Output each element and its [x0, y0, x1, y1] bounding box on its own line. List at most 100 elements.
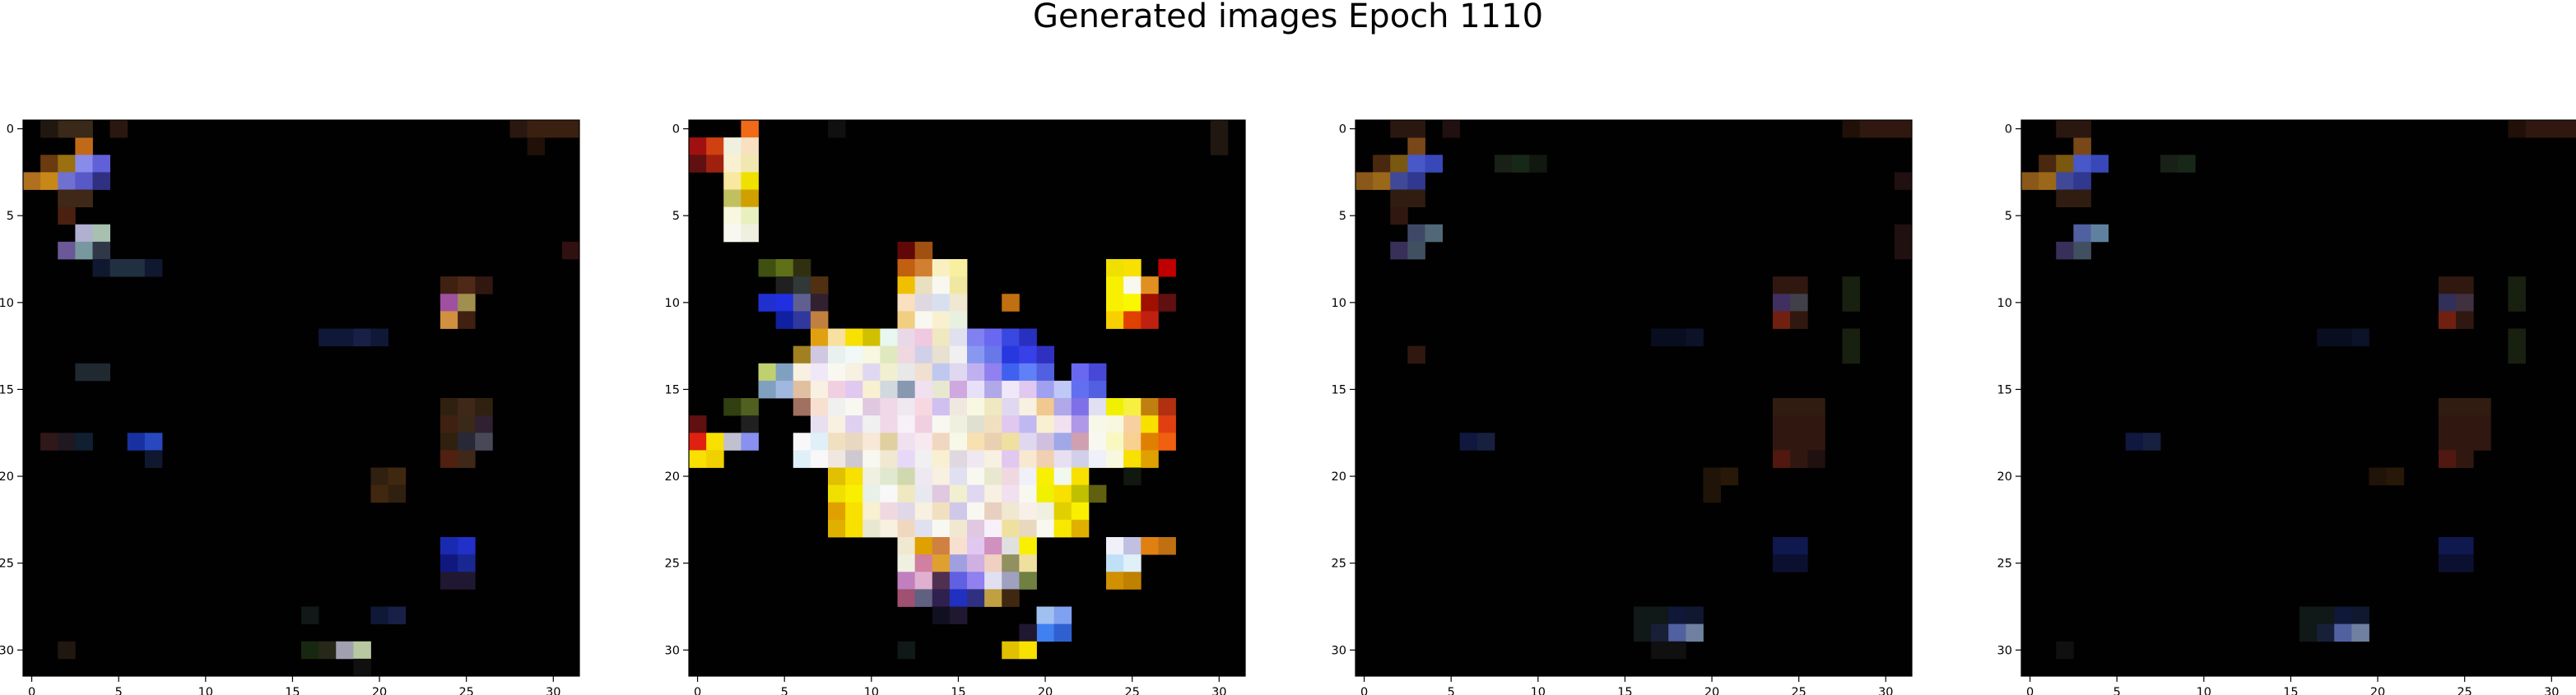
image-pixel [2542, 120, 2561, 138]
image-pixel [1390, 241, 1408, 260]
image-pixel [932, 294, 951, 312]
image-pixel [1894, 224, 1913, 243]
image-pixel [2508, 120, 2527, 138]
image-pixel [2456, 294, 2474, 312]
x-tick-label: 30 [1211, 686, 1226, 695]
image-pixel [2056, 172, 2074, 190]
image-pixel [914, 259, 933, 277]
x-tick-label: 5 [781, 686, 788, 695]
image-pixel [1123, 294, 1142, 312]
image-pixel [984, 519, 1002, 538]
image-pixel [828, 502, 846, 521]
image-pixel [1158, 433, 1176, 451]
image-pixel [723, 155, 742, 173]
image-pixel [1773, 537, 1791, 555]
image-pixel [2073, 172, 2091, 190]
image-pixel [2560, 120, 2576, 138]
image-pixel [845, 519, 863, 538]
y-tick-label: 0 [7, 123, 14, 137]
image-pixel [810, 345, 829, 364]
image-pixel [914, 345, 933, 364]
image-pixel [828, 467, 846, 486]
image-pixel [984, 398, 1002, 416]
y-tick-label: 20 [1997, 470, 2012, 484]
image-pixel [1002, 294, 1020, 312]
y-tick-label: 30 [0, 644, 14, 657]
image-pixel [897, 484, 916, 503]
image-pixel [914, 519, 933, 538]
image-pixel [1141, 450, 1159, 468]
image-pixel [1876, 120, 1895, 138]
image-pixel [561, 241, 580, 260]
image-pixel [1002, 572, 1020, 590]
image-pixel [2439, 554, 2457, 572]
image-pixel [1071, 450, 1090, 468]
image-pixel [967, 537, 985, 555]
image-pixel [810, 433, 829, 451]
y-tick-label: 0 [672, 123, 680, 137]
image-pixel [109, 259, 128, 277]
image-pixel [741, 415, 759, 433]
figure-title: Generated images Epoch 1110 [1032, 0, 1544, 35]
image-pixel [897, 328, 916, 347]
image-pixel [897, 641, 916, 660]
image-pixel [1668, 623, 1686, 642]
image-pixel [2439, 294, 2457, 312]
image-pixel [1158, 415, 1176, 433]
image-pixel [949, 276, 968, 294]
image-pixel [1123, 450, 1142, 468]
image-pixel [723, 189, 742, 208]
image-pixel [828, 415, 846, 433]
image-pixel [1019, 537, 1037, 555]
image-pixel [845, 450, 863, 468]
image-pixel [458, 294, 476, 312]
image-pixel [75, 155, 93, 173]
image-pixel [932, 450, 951, 468]
image-pixel [1053, 606, 1072, 625]
image-pixel [2351, 328, 2369, 347]
image-pixel [793, 294, 811, 312]
image-pixel [967, 450, 985, 468]
image-pixel [1019, 450, 1037, 468]
image-pixel [845, 398, 863, 416]
image-pixel [793, 276, 811, 294]
image-pixel [458, 554, 476, 572]
image-pixel [527, 137, 546, 155]
image-pixel [1071, 519, 1090, 538]
image-pixel [1036, 398, 1055, 416]
image-pixel [353, 328, 371, 347]
image-pixel [845, 415, 863, 433]
image-pixel [2073, 120, 2091, 138]
image-pixel [1790, 276, 1808, 294]
image-plot-2: 0 5 10 15 20 25 30 0 5 10 15 20 25 30 [665, 119, 1246, 695]
image-pixel [984, 467, 1002, 486]
image-pixel [793, 311, 811, 329]
image-pixel [984, 537, 1002, 555]
x-tick-label: 5 [1448, 686, 1455, 695]
image-pixel [1407, 224, 1425, 243]
image-pixel [58, 641, 76, 660]
image-pixel [2439, 276, 2457, 294]
image-pixel [741, 189, 759, 208]
image-pixel [1019, 641, 1037, 660]
image-pixel [880, 502, 898, 521]
image-pixel [2021, 172, 2039, 190]
image-pixel [984, 363, 1002, 382]
image-pixel [758, 259, 777, 277]
image-pixel [914, 398, 933, 416]
image-pixel [75, 433, 93, 451]
image-pixel [1002, 380, 1020, 399]
image-pixel [723, 398, 742, 416]
image-pixel [1019, 398, 1037, 416]
image-pixel [1071, 363, 1090, 382]
image-pixel [1036, 502, 1055, 521]
image-pixel [723, 172, 742, 190]
image-pixel [863, 502, 881, 521]
image-pixel [1106, 311, 1124, 329]
image-pixel [828, 328, 846, 347]
image-pixel [58, 172, 76, 190]
image-pixel [458, 311, 476, 329]
image-pixel [1720, 467, 1739, 486]
x-tick-label: 30 [1878, 686, 1893, 695]
image-pixel [1651, 606, 1669, 625]
